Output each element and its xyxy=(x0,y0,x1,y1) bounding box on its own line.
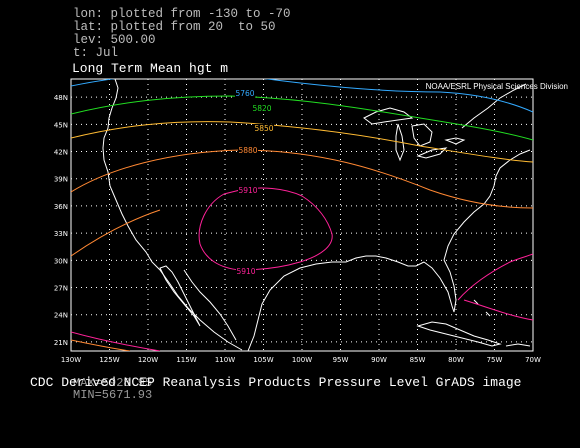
lat-tick-label: 48N xyxy=(54,94,68,102)
contour-label-bg xyxy=(236,267,256,276)
contour-label-bg xyxy=(235,89,255,98)
lat-tick-label: 39N xyxy=(54,176,68,184)
lon-tick-label: 130W xyxy=(61,356,81,364)
st-lawrence xyxy=(461,83,527,129)
lat-tick-label: 42N xyxy=(54,149,68,157)
lat-tick-label: 33N xyxy=(54,230,68,238)
lat-tick-label: 21N xyxy=(54,339,68,347)
contour-5880-sw xyxy=(71,209,161,257)
contour-label-bg xyxy=(254,124,274,133)
contour-5910-southeast xyxy=(463,299,533,321)
gulf-of-california xyxy=(183,269,237,341)
lon-tick-label: 100W xyxy=(292,356,312,364)
bahamas xyxy=(473,299,491,317)
contour-label-5820: 5820 xyxy=(252,104,271,113)
gulf-coast xyxy=(247,255,425,351)
header-lat-line: lat: plotted from 20 to 50 xyxy=(73,20,276,34)
contour-label-5880: 5880 xyxy=(238,146,257,155)
lon-tick-label: 125W xyxy=(99,356,119,364)
lon-tick-label: 80W xyxy=(448,356,464,364)
plot-title: Long Term Mean hgt m xyxy=(72,61,229,76)
contour-5850 xyxy=(71,121,533,163)
min-label: MIN=5671.93 xyxy=(73,388,153,402)
lat-tick-label: 36N xyxy=(54,203,68,211)
lake-erie xyxy=(416,147,448,159)
baja-peninsula xyxy=(159,265,201,327)
lake-ontario xyxy=(444,137,466,145)
contour-5880 xyxy=(71,149,533,209)
contours xyxy=(71,79,533,351)
credit-label: NOAA/ESRL Physical Sciences Division xyxy=(425,82,568,91)
lat-tick-label: 45N xyxy=(54,121,68,129)
cuba xyxy=(416,321,502,347)
pacific-coastline xyxy=(102,79,243,351)
contour-5910 xyxy=(198,187,333,271)
coastlines xyxy=(102,79,531,351)
lon-tick-label: 120W xyxy=(138,356,158,364)
hispaniola xyxy=(505,343,531,347)
header-lon-line: lon: plotted from -130 to -70 xyxy=(73,7,291,21)
lake-huron xyxy=(411,123,433,147)
header-time-line: t: Jul xyxy=(73,46,119,60)
lat-tick-label: 24N xyxy=(54,312,68,320)
lon-tick-label: 105W xyxy=(253,356,273,364)
lon-tick-label: 75W xyxy=(487,356,503,364)
contour-label-5760: 5760 xyxy=(235,89,254,98)
contour-label-5850: 5850 xyxy=(254,124,273,133)
lake-superior xyxy=(363,107,414,125)
contour-label-bg xyxy=(238,186,258,195)
contour-pink-sw xyxy=(71,331,161,351)
lat-tick-label: 30N xyxy=(54,257,68,265)
footer-caption: CDC Derived NCEP Reanalysis Products Pre… xyxy=(30,375,522,390)
contour-orange-sw xyxy=(71,339,131,351)
contour-label-bg xyxy=(252,104,272,113)
lake-michigan xyxy=(395,123,405,162)
header-lev-line: lev: 500.00 xyxy=(73,33,156,47)
lon-tick-label: 95W xyxy=(333,356,349,364)
max-label: MAX=5928.95 xyxy=(73,376,153,390)
contour-5820 xyxy=(71,95,533,141)
axis-ticks: 130W 125W 120W 115W 110W 105W 100W 95W 90W 85W 80W… xyxy=(54,94,541,364)
contour-5910-east xyxy=(457,253,533,301)
lon-tick-label: 70W xyxy=(525,356,541,364)
contour-label-bg xyxy=(238,146,258,155)
contour-5760 xyxy=(71,79,533,113)
florida-peninsula xyxy=(423,259,457,313)
contour-labels: 5760 5820 5850 5880 5910 5910 xyxy=(235,89,274,276)
lon-tick-label: 90W xyxy=(371,356,387,364)
lon-tick-label: 115W xyxy=(176,356,196,364)
lat-tick-label: 27N xyxy=(54,285,68,293)
contour-label-5910: 5910 xyxy=(238,186,257,195)
contour-label-5910: 5910 xyxy=(236,267,255,276)
lon-tick-label: 85W xyxy=(410,356,426,364)
lon-tick-label: 110W xyxy=(215,356,235,364)
